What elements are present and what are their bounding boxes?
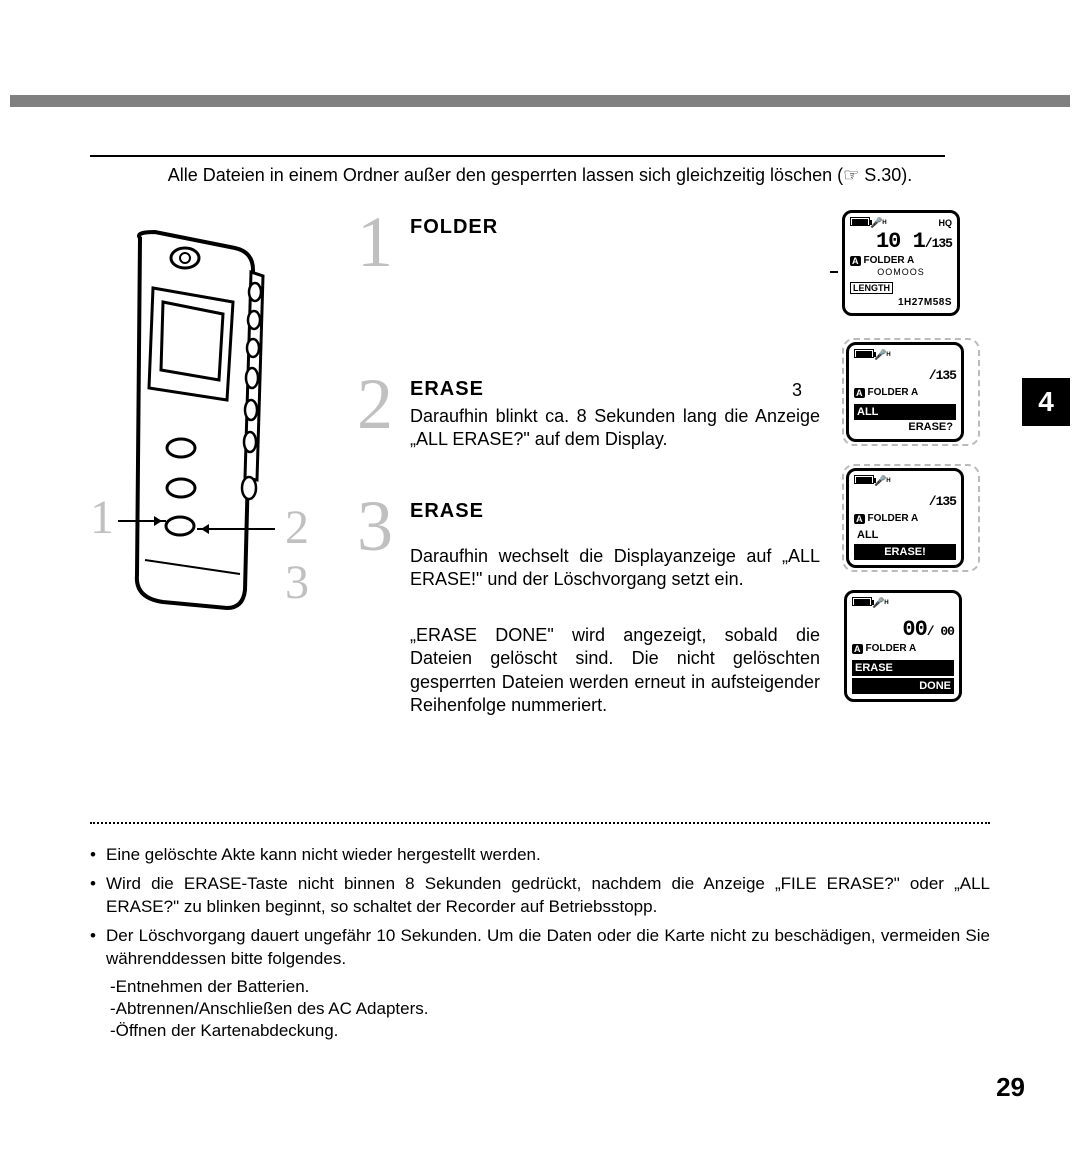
lcd-screen-2-wrap: 🎤ᴴ 000/135 AFOLDER A ALL ERASE? [842,338,980,446]
step-2-text: Daraufhin blinkt ca. 8 Sekunden lang die… [410,405,820,452]
lcd4-total: / 00 [927,624,954,639]
callout-arrow-23 [197,528,275,530]
device-callout-1: 1 [90,490,114,545]
note-sub: -Entnehmen der Batterien. [90,977,990,997]
lcd2-line1: ALL [854,404,956,420]
notes-list: Eine gelöschte Akte kann nicht wieder he… [90,844,990,971]
lcd1-length-label: LENGTH [850,282,893,294]
dotted-separator [90,822,990,824]
note-item: Der Löschvorgang dauert ungefähr 10 Seku… [90,925,990,971]
note-sub: -Abtrennen/Anschließen des AC Adapters. [90,999,990,1019]
main-row: 1 2 3 1 FOLDER 3 2 ERASE Da [90,210,990,810]
step-number: 1 [350,210,400,275]
lcd2-total: /135 [929,368,956,383]
note-sub: -Öffnen der Kartenabdeckung. [90,1021,990,1041]
step-2: 2 ERASE Daraufhin blinkt ca. 8 Sekunden … [350,372,820,472]
lcd3-line1: ALL [854,528,956,542]
page-number: 29 [996,1072,1025,1103]
hold-seconds: 3 [792,380,802,401]
lcd2-folder: FOLDER A [868,387,919,398]
lcd1-total: /135 [925,236,952,251]
step-number: 2 [350,372,400,437]
lcd1-hq: HQ [939,218,953,228]
step-3-text: Daraufhin wechselt die Displayanzeige au… [410,545,820,592]
lcd4-folder: FOLDER A [866,643,917,654]
chapter-tab: 4 [1022,378,1070,426]
step-3-strong: ERASE [410,500,484,522]
lcd-screen-2: 🎤ᴴ 000/135 AFOLDER A ALL ERASE? [846,342,964,442]
recorder-drawing [115,230,280,630]
header-bar [10,95,1070,107]
screen-pointer [830,271,838,273]
lcd2-line2: ERASE? [854,420,956,434]
lcd-screen-3-wrap: 🎤ᴴ 000/135 AFOLDER A ALL ERASE! [842,464,980,572]
step-1: 1 FOLDER [350,210,820,350]
callout-arrow-1 [118,520,166,522]
lcd3-total: /135 [929,494,956,509]
lcd4-line2: DONE [852,678,954,694]
step-3-text2: „ERASE DONE" wird angezeigt, sobald die … [410,624,820,718]
device-illustration: 1 2 3 [90,210,350,810]
page-content: Alle Dateien in einem Ordner außer den g… [90,155,990,1041]
lcd4-line1: ERASE [852,660,954,676]
lcd1-length: 1H27M58S [850,297,952,308]
step-1-strong: FOLDER [410,216,498,238]
lcd-screens: 🎤ᴴ HQ 10 1/135 AFOLDER A OOMOOS LENGTH 1… [830,210,980,720]
step-2-strong: ERASE [410,378,484,400]
lcd1-folder: FOLDER A [864,255,915,266]
lcd-screen-1: 🎤ᴴ HQ 10 1/135 AFOLDER A OOMOOS LENGTH 1… [842,210,960,316]
lcd4-main: 00 [902,617,926,642]
lcd3-line2: ERASE! [854,544,956,560]
intro-text: Alle Dateien in einem Ordner außer den g… [90,165,990,186]
lcd-screen-4: 🎤ᴴ 00/ 00 AFOLDER A ERASE DONE [844,590,962,702]
steps-column: 1 FOLDER 3 2 ERASE Daraufhin blinkt ca. … [350,210,820,739]
lcd1-time: OOMOOS [850,267,952,277]
step-number: 3 [350,494,400,559]
step-3: 3 ERASE Daraufhin wechselt die Displayan… [350,494,820,717]
top-rule [90,155,945,157]
note-item: Wird die ERASE-Taste nicht binnen 8 Seku… [90,873,990,919]
note-item: Eine gelöschte Akte kann nicht wieder he… [90,844,990,867]
device-callout-23: 2 3 [285,500,350,610]
lcd3-folder: FOLDER A [868,513,919,524]
lcd-screen-3: 🎤ᴴ 000/135 AFOLDER A ALL ERASE! [846,468,964,568]
lcd1-main: 10 1 [876,229,925,254]
